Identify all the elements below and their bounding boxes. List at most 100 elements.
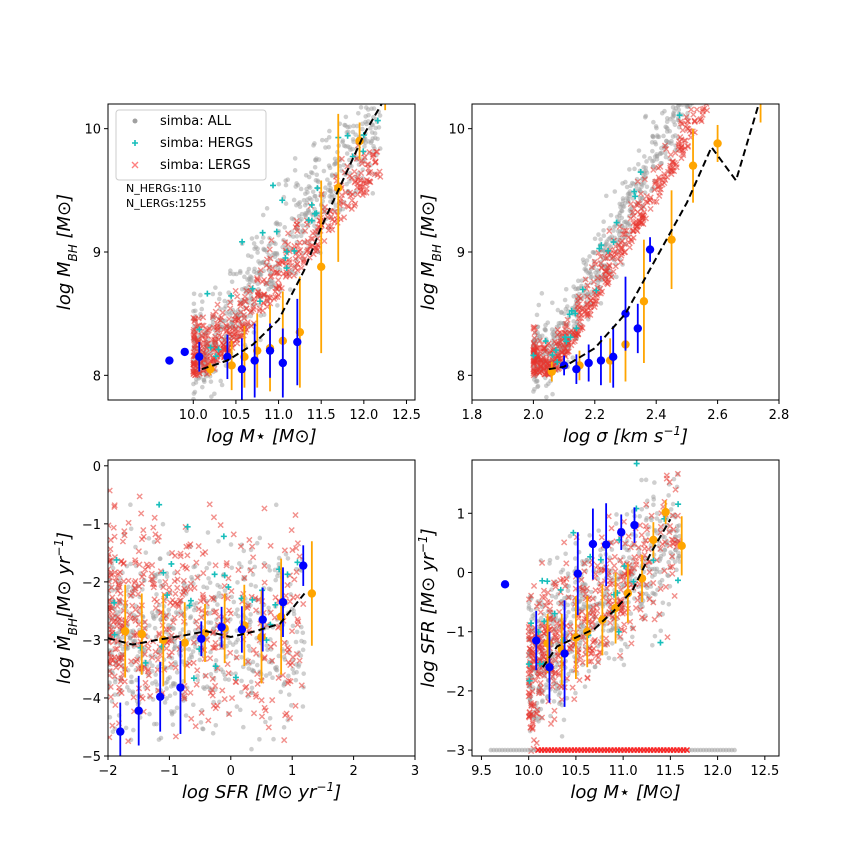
all-point (207, 580, 213, 585)
all-point (344, 181, 349, 187)
lerg-point (219, 309, 226, 316)
lerg-point (155, 533, 162, 540)
axis-label-part: log SFR [M⊙ yr (182, 782, 318, 803)
lerg-point (108, 639, 112, 646)
herg-point (528, 620, 535, 627)
herg-point (308, 201, 315, 208)
lerg-point (584, 312, 591, 320)
lerg-point (115, 570, 122, 577)
all-point (210, 291, 216, 297)
all-point (366, 139, 371, 144)
lerg-point (108, 558, 113, 566)
all-point (261, 246, 266, 252)
lerg-point (215, 316, 222, 323)
legend-box (115, 109, 267, 181)
lerg-point (538, 358, 545, 365)
all-point (347, 157, 352, 163)
all-point (190, 577, 195, 582)
all-point (312, 223, 317, 229)
all-point (589, 589, 594, 595)
all-point (314, 172, 320, 178)
lerg-point (108, 551, 112, 558)
herg-bin-point (176, 683, 185, 692)
all-point (208, 620, 214, 626)
lerg-point (563, 321, 570, 328)
axis-label-part: BH (66, 244, 80, 261)
lerg-point (637, 606, 644, 613)
lerg-point (646, 569, 653, 576)
lerg-point (263, 280, 270, 287)
lerg-point (296, 657, 303, 664)
herg-point (184, 523, 191, 530)
all-point (708, 51, 713, 56)
herg-bin-point (609, 352, 618, 362)
all-point (666, 493, 671, 498)
lerg-point (243, 287, 250, 294)
lerg-point (365, 170, 373, 177)
lerg-point (657, 523, 665, 530)
all-point (627, 194, 632, 199)
median-line (201, 104, 383, 371)
herg-point (211, 571, 218, 578)
lerg-point (338, 155, 345, 162)
all-point (654, 516, 660, 521)
lerg-point (248, 322, 255, 330)
lerg-point (629, 209, 636, 216)
all-point (378, 89, 383, 94)
all-point (298, 186, 304, 192)
lerg-point (169, 597, 176, 604)
all-point (239, 654, 244, 660)
all-point (650, 163, 656, 169)
herg-point (314, 185, 321, 192)
all-point (291, 611, 297, 617)
lerg-point (275, 277, 282, 284)
lerg-point (685, 118, 692, 125)
all-point (169, 710, 175, 716)
lerg-point (366, 178, 373, 185)
all-point (244, 314, 250, 319)
lerg-point (541, 345, 548, 352)
all-point (710, 44, 715, 49)
all-point (663, 154, 669, 160)
lerg-bin-point (688, 161, 698, 170)
herg-point (257, 298, 264, 305)
all-point (204, 585, 210, 591)
x-tick-label: 2.6 (707, 408, 728, 423)
all-point (688, 73, 693, 78)
lerg-point (180, 577, 187, 584)
all-point (108, 680, 112, 685)
all-point (293, 639, 299, 645)
herg-point (259, 229, 266, 236)
lerg-point (261, 654, 268, 661)
herg-point (111, 599, 118, 606)
lerg-point (230, 531, 237, 538)
lerg-point (530, 346, 537, 354)
all-point (564, 695, 570, 701)
lerg-point (269, 265, 276, 272)
all-point (293, 677, 299, 683)
all-point (702, 75, 707, 80)
all-point (157, 556, 163, 561)
herg-bin-point (258, 615, 267, 624)
all-point (354, 123, 360, 129)
lerg-point (252, 691, 259, 698)
x-tick-label: 2.2 (584, 408, 605, 423)
all-point (671, 476, 677, 482)
all-point (200, 299, 205, 304)
x-tick-label: 11.5 (307, 408, 336, 423)
lerg-point (194, 667, 201, 674)
lerg-point (186, 660, 193, 667)
all-point (351, 139, 356, 145)
lerg-point (291, 576, 298, 583)
lerg-bin-point (756, 87, 764, 95)
all-point (686, 74, 691, 79)
all-point (371, 106, 377, 111)
all-point (563, 286, 569, 292)
lerg-point (357, 177, 364, 184)
lerg-point (617, 557, 624, 564)
all-point (344, 151, 350, 156)
lerg-point (589, 613, 597, 620)
herg-bin-point (299, 561, 308, 570)
lerg-point (634, 597, 641, 604)
all-point (702, 19, 707, 24)
